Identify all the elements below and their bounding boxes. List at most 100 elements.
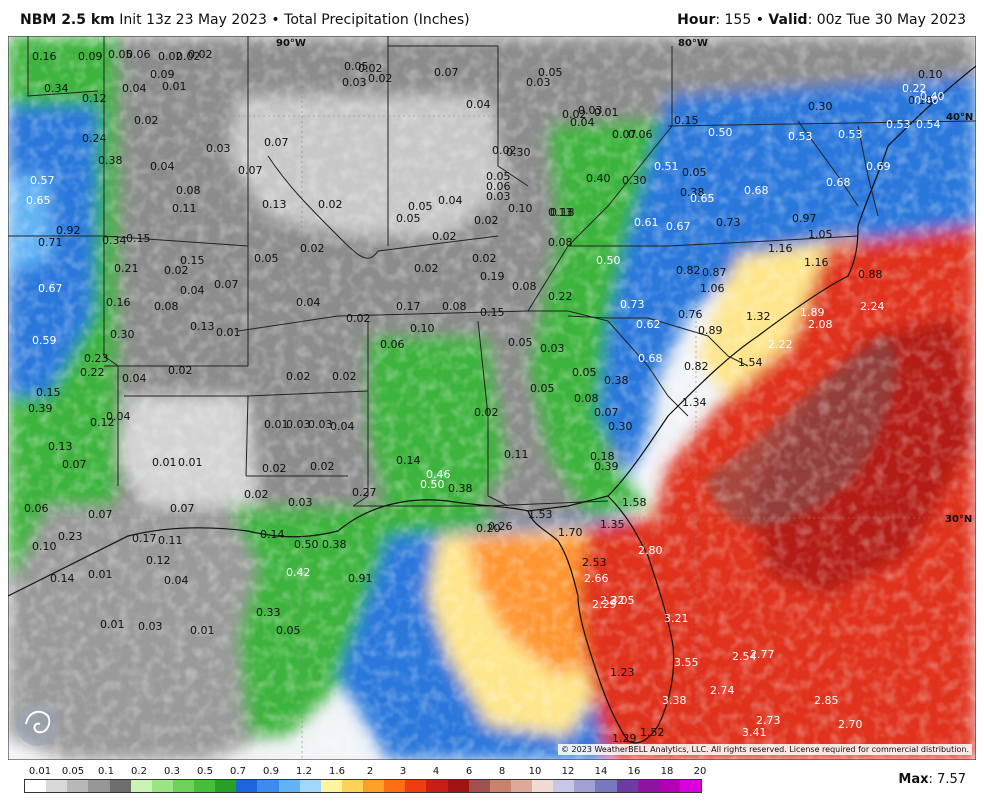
header-left: NBM 2.5 km Init 13z 23 May 2023 • Total …	[20, 12, 470, 28]
map-value-label: 0.02	[262, 462, 287, 475]
map-value-label: 0.01	[152, 456, 177, 469]
map-value-label: 0.89	[698, 324, 723, 337]
map-value-label: 0.18	[908, 94, 933, 107]
legend-swatch	[637, 780, 659, 792]
map-value-label: 0.68	[826, 176, 851, 189]
max-label: Max	[898, 772, 929, 787]
map-value-label: 2.77	[750, 648, 775, 661]
map-value-label: 0.02	[562, 108, 587, 121]
legend-tick-label: 0.05	[61, 766, 85, 777]
hour-value: : 155	[715, 12, 752, 28]
map-value-label: 0.05	[408, 200, 433, 213]
map-value-label: 0.59	[32, 334, 57, 347]
map-value-label: 3.38	[662, 694, 687, 707]
legend-swatch	[658, 780, 680, 792]
legend-swatch	[215, 780, 237, 792]
map-value-label: 2.70	[838, 718, 863, 731]
map-value-label: 0.38	[322, 538, 347, 551]
map-value-label: 0.03	[286, 418, 311, 431]
value-labels: 0.16 0.09 0.020.020.34 0.04 0.010.120.020.24…	[24, 48, 945, 745]
map-value-label: 0.02	[492, 144, 517, 157]
model-name: NBM 2.5 km	[20, 12, 115, 28]
valid-label: Valid	[768, 12, 808, 28]
legend-swatch	[67, 780, 89, 792]
header-right: Hour: 155 • Valid: 00z Tue 30 May 2023	[677, 12, 966, 28]
legend-swatch	[426, 780, 448, 792]
legend-swatch	[151, 780, 173, 792]
map-value-label: 0.21	[114, 262, 139, 275]
map-value-label: 0.34	[44, 82, 69, 95]
map-value-label: 0.12	[82, 92, 107, 105]
separator-bullet: •	[271, 12, 280, 28]
map-value-label: 0.30	[506, 146, 531, 159]
map-value-label: 0.08	[154, 300, 179, 313]
map-value-label: 0.73	[620, 298, 645, 311]
map-value-label: 0.02	[310, 460, 335, 473]
map-value-label: 0.39	[28, 402, 53, 415]
map-value-label: 2.08	[808, 318, 833, 331]
legend-swatch	[130, 780, 152, 792]
map-value-label: 0.88	[858, 268, 883, 281]
map-value-label: 1.54	[738, 356, 763, 369]
map-value-label: 0.34	[102, 234, 127, 247]
map-value-label: 0.61	[634, 216, 659, 229]
map-value-label: 0.04	[296, 296, 321, 309]
hour-label: Hour	[677, 12, 716, 28]
map-value-label: 0.05	[508, 336, 533, 349]
map-value-label: 2.22	[768, 338, 793, 351]
map-value-label: 0.27	[352, 486, 377, 499]
map-value-label: 2.54	[732, 650, 757, 663]
legend-color-bar	[24, 779, 702, 793]
map-value-label: 0.40	[914, 94, 939, 107]
legend-tick-label: 0.5	[197, 766, 213, 777]
map-value-label: 0.02	[168, 364, 193, 377]
map-value-label: 0.38	[98, 154, 123, 167]
map-value-label: 0.04	[466, 98, 491, 111]
legend-swatch	[489, 780, 511, 792]
map-value-label: 1.34	[682, 396, 707, 409]
map-value-label: 0.71	[38, 236, 63, 249]
map-value-label: 0.16	[106, 296, 131, 309]
legend-tick-label: 14	[594, 766, 608, 777]
map-value-label: 0.22	[902, 82, 927, 95]
map-value-label: 0.04	[438, 194, 463, 207]
map-value-label: 0.19	[480, 270, 505, 283]
legend-swatch	[384, 780, 406, 792]
map-value-label: 0.54	[916, 118, 941, 131]
legend-tick-label: 8	[498, 766, 506, 777]
legend-tick-label: 0.1	[98, 766, 114, 777]
map-value-label: 1.70	[558, 526, 583, 539]
map-value-label: 0.11	[158, 534, 183, 547]
map-value-label: 0.02	[244, 488, 269, 501]
map-value-label: 0.01	[178, 456, 203, 469]
graticule	[8, 36, 976, 760]
map-value-label: 2.80	[638, 544, 663, 557]
map-value-label: 0.03	[578, 104, 603, 117]
map-value-label: 0.03	[288, 496, 313, 509]
map-value-label: 0.03	[206, 142, 231, 155]
map-value-label: 0.02	[432, 230, 457, 243]
map-value-label: 0.10	[410, 322, 435, 335]
map-value-label: 0.06	[628, 128, 653, 141]
legend-tick-label: 0.01	[28, 766, 52, 777]
map-value-label: 2.85	[814, 694, 839, 707]
map-value-label: 0.08	[512, 280, 537, 293]
legend-swatch	[616, 780, 638, 792]
legend-tick-label: 1.2	[296, 766, 312, 777]
valid-value: : 00z Tue 30 May 2023	[807, 12, 966, 28]
map-value-label: 0.07	[170, 502, 195, 515]
map-value-label: 2.74	[710, 684, 735, 697]
legend-tick-label: 0.3	[164, 766, 180, 777]
map-value-label: 0.13	[262, 198, 287, 211]
legend-tick-label: 0.7	[230, 766, 246, 777]
map-value-label: 0.30	[622, 174, 647, 187]
legend-swatch	[194, 780, 216, 792]
map-value-label: 2.66	[584, 572, 609, 585]
map-value-label: 0.01	[594, 106, 619, 119]
legend-tick-label: 10	[528, 766, 542, 777]
map-value-label: 0.05	[344, 60, 369, 73]
map-value-label: 0.02	[346, 312, 371, 325]
legend-swatch	[679, 780, 701, 792]
map-value-label: 0.04	[106, 410, 131, 423]
map-value-label: 0.06	[486, 180, 511, 193]
